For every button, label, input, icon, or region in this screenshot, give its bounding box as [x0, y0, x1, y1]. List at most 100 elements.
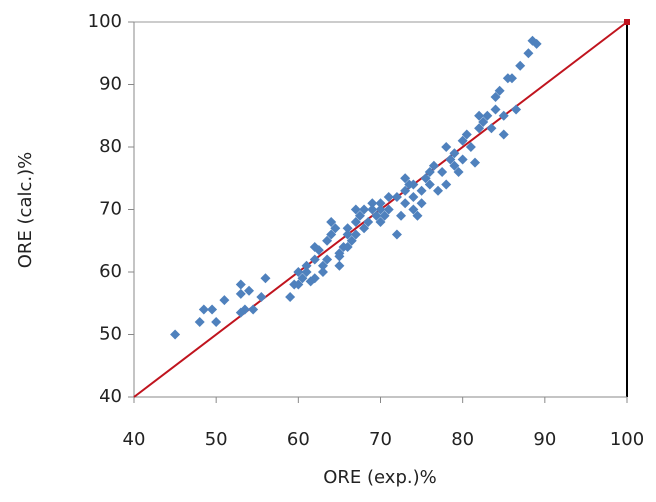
data-point — [309, 242, 320, 252]
data-point — [334, 260, 345, 271]
data-point — [515, 60, 526, 71]
x-tick-label: 50 — [205, 429, 228, 450]
data-point — [416, 198, 427, 209]
data-point — [506, 73, 517, 84]
data-point — [322, 254, 333, 265]
data-point — [531, 38, 542, 49]
data-point — [420, 173, 431, 184]
data-point — [482, 110, 493, 121]
data-point — [342, 242, 353, 252]
data-point — [490, 104, 501, 115]
data-point — [408, 179, 419, 190]
x-tick-label: 70 — [369, 429, 392, 450]
data-point — [478, 117, 489, 127]
x-tick-label: 60 — [287, 429, 310, 450]
data-point — [359, 223, 370, 234]
y-tick-label: 100 — [88, 11, 122, 32]
x-tick-label: 90 — [533, 429, 556, 450]
y-tick-label: 90 — [99, 74, 122, 95]
data-point — [363, 217, 374, 227]
data-point — [449, 148, 460, 159]
y-tick-label: 40 — [99, 386, 122, 407]
data-point — [486, 123, 497, 134]
data-point — [235, 279, 246, 290]
data-point — [330, 223, 341, 234]
data-point — [511, 104, 522, 115]
data-point — [383, 204, 394, 215]
data-point — [383, 192, 394, 202]
data-point — [523, 48, 534, 59]
data-point — [354, 210, 365, 221]
data-point — [244, 285, 255, 296]
data-point — [391, 229, 402, 240]
data-point — [375, 198, 386, 209]
data-point — [326, 229, 337, 240]
data-point — [317, 267, 328, 277]
reference-marker — [624, 19, 630, 25]
data-point — [342, 223, 353, 234]
data-point — [293, 279, 304, 290]
data-point — [256, 292, 267, 302]
data-point — [391, 192, 402, 202]
data-point — [453, 167, 464, 177]
data-point — [334, 251, 345, 262]
data-point — [449, 160, 460, 171]
data-point — [301, 260, 312, 271]
data-point — [433, 185, 444, 196]
data-point — [211, 317, 222, 327]
data-point — [441, 142, 452, 152]
data-point — [317, 260, 328, 271]
y-tick-label: 60 — [99, 261, 122, 282]
data-point — [441, 179, 452, 190]
data-point — [309, 273, 320, 284]
data-point — [235, 288, 246, 299]
data-point — [207, 304, 218, 315]
data-point — [301, 267, 312, 277]
data-point — [293, 267, 304, 277]
data-point — [350, 204, 361, 215]
data-point — [408, 192, 419, 202]
y-tick-label: 50 — [99, 324, 122, 345]
data-point — [359, 204, 370, 215]
data-point — [469, 157, 480, 168]
data-point — [379, 210, 390, 221]
data-point — [367, 204, 378, 215]
data-point — [424, 167, 435, 177]
data-point — [461, 129, 472, 140]
x-tick-label: 40 — [123, 429, 146, 450]
y-axis-title: ORE (calc.)% — [15, 152, 36, 268]
y-tick-label: 70 — [99, 199, 122, 220]
data-point — [285, 292, 296, 302]
data-point — [375, 204, 386, 215]
data-point — [457, 154, 468, 165]
data-point — [400, 198, 411, 209]
data-point — [490, 92, 501, 102]
data-point — [198, 304, 209, 315]
data-point — [457, 135, 468, 146]
data-point — [309, 254, 320, 265]
data-point — [248, 304, 259, 315]
x-axis-title: ORE (exp.)% — [323, 467, 436, 488]
x-tick-label: 80 — [451, 429, 474, 450]
data-point — [416, 185, 427, 196]
data-point — [194, 317, 205, 327]
data-point — [375, 217, 386, 227]
data-point — [400, 173, 411, 184]
data-point — [219, 295, 230, 306]
data-point — [350, 229, 361, 240]
x-tick-label: 100 — [610, 429, 644, 450]
data-point — [322, 235, 333, 246]
data-point — [260, 273, 271, 284]
data-point — [474, 110, 485, 121]
data-point — [424, 179, 435, 190]
data-point — [465, 142, 476, 152]
data-point — [474, 123, 485, 134]
data-point — [445, 154, 456, 165]
data-point — [367, 198, 378, 209]
data-point — [498, 129, 509, 140]
data-point — [342, 229, 353, 240]
data-point — [396, 210, 407, 221]
data-point — [235, 307, 246, 318]
data-point — [412, 210, 423, 221]
data-point — [408, 204, 419, 215]
